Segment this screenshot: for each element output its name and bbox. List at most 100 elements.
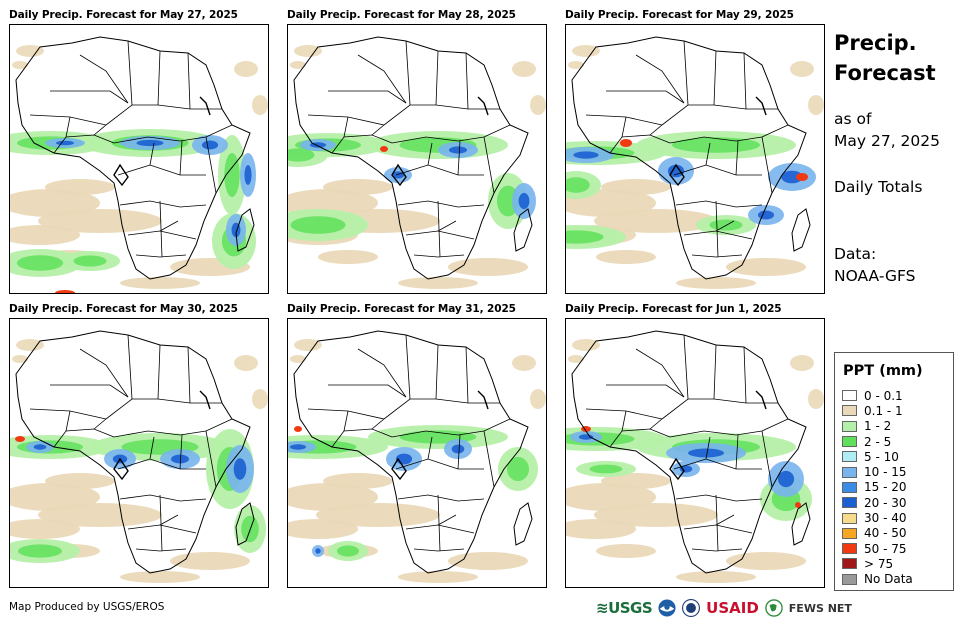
heavy-precip-area <box>201 140 219 150</box>
country-border <box>79 348 129 398</box>
africa-coastline <box>293 36 529 280</box>
light-precip-area <box>676 571 756 583</box>
country-border <box>621 410 627 432</box>
legend-swatch <box>842 573 857 585</box>
country-border <box>606 384 685 398</box>
africa-coastline <box>571 330 807 574</box>
country-border <box>437 220 457 232</box>
legend-label: 40 - 50 <box>864 526 907 541</box>
side-title-line1: Precip. <box>834 31 917 55</box>
country-border <box>187 52 191 110</box>
country-border <box>397 200 485 208</box>
country-border <box>585 408 663 420</box>
country-border <box>149 142 155 166</box>
highlight-border <box>755 96 767 116</box>
country-border <box>383 104 500 126</box>
moderate-precip-area <box>337 545 359 557</box>
highlight-border <box>391 163 407 187</box>
light-precip-area <box>512 355 536 371</box>
light-precip-area <box>252 95 268 115</box>
country-border <box>383 398 500 420</box>
country-border <box>649 418 663 430</box>
moderate-precip-area <box>507 456 529 482</box>
country-border <box>93 124 107 136</box>
country-border <box>457 434 461 470</box>
light-precip-area <box>234 355 258 371</box>
heavy-precip-area <box>757 210 775 220</box>
country-border <box>117 458 206 470</box>
panel-title: Daily Precip. Forecast for May 31, 2025 <box>287 303 516 315</box>
country-border <box>93 418 107 430</box>
legend-swatch <box>842 497 857 509</box>
usgs-logo: ≋USGS <box>596 599 653 617</box>
light-precip-area <box>323 473 393 489</box>
light-precip-area <box>398 571 478 583</box>
heavy-precip-area <box>451 444 465 454</box>
light-precip-area <box>726 552 806 570</box>
country-border <box>119 494 207 502</box>
moderate-precip-area <box>566 230 604 244</box>
country-border <box>465 52 469 110</box>
country-border <box>113 418 233 438</box>
country-border <box>669 418 789 438</box>
credit-text: Map Produced by USGS/EROS <box>9 601 165 613</box>
as-of-line1: as of <box>834 110 872 128</box>
africa-map <box>10 36 268 293</box>
legend-swatch <box>842 451 857 463</box>
light-precip-area <box>120 571 200 583</box>
legend-item: 5 - 10 <box>842 449 913 464</box>
country-border <box>713 50 717 106</box>
country-border <box>105 104 222 126</box>
light-precip-area <box>601 179 671 195</box>
light-precip-area <box>790 61 814 77</box>
legend-label: 0.1 - 1 <box>864 403 903 418</box>
light-precip-area <box>676 277 756 289</box>
country-border <box>585 114 663 126</box>
heavy-precip-area <box>573 151 599 159</box>
country-border <box>413 548 465 552</box>
light-precip-area <box>594 209 718 233</box>
country-border <box>157 344 161 400</box>
light-precip-area <box>323 179 393 195</box>
country-border <box>683 334 689 400</box>
country-border <box>117 164 206 176</box>
legend-label: 10 - 15 <box>864 465 907 480</box>
legend-item: 15 - 20 <box>842 480 913 495</box>
country-border <box>391 124 511 144</box>
country-border <box>609 428 671 448</box>
country-border <box>661 398 778 420</box>
light-precip-area <box>170 552 250 570</box>
light-precip-area <box>12 61 28 69</box>
country-border <box>50 90 129 104</box>
legend-swatch <box>842 543 857 555</box>
country-border <box>715 200 719 258</box>
light-precip-area <box>568 355 584 363</box>
africa-coastline <box>15 36 251 280</box>
panel-title: Daily Precip. Forecast for May 27, 2025 <box>9 9 238 21</box>
light-precip-area <box>290 61 306 69</box>
heavy-precip-area <box>233 458 247 480</box>
legend-item: 2 - 5 <box>842 434 913 449</box>
legend-item: 0 - 0.1 <box>842 388 913 403</box>
country-border <box>483 136 495 194</box>
moderate-precip-area <box>18 544 62 558</box>
country-border <box>465 346 469 404</box>
light-precip-area <box>38 503 162 527</box>
legend-item: 1 - 2 <box>842 419 913 434</box>
panel-title: Daily Precip. Forecast for May 28, 2025 <box>287 9 516 21</box>
country-border <box>79 54 129 104</box>
country-border <box>437 494 441 552</box>
light-precip-area <box>448 552 528 570</box>
heavy-precip-area <box>171 454 189 464</box>
precip-map <box>9 24 269 294</box>
light-precip-area <box>316 503 440 527</box>
country-border <box>331 134 393 154</box>
extreme-precip-area <box>15 436 25 442</box>
country-border <box>113 124 233 144</box>
africa-map <box>288 36 546 289</box>
country-border <box>205 136 217 194</box>
highlight-border <box>391 457 407 481</box>
legend-swatch <box>842 420 857 432</box>
heavy-precip-area <box>244 165 252 185</box>
light-precip-area <box>294 45 322 57</box>
